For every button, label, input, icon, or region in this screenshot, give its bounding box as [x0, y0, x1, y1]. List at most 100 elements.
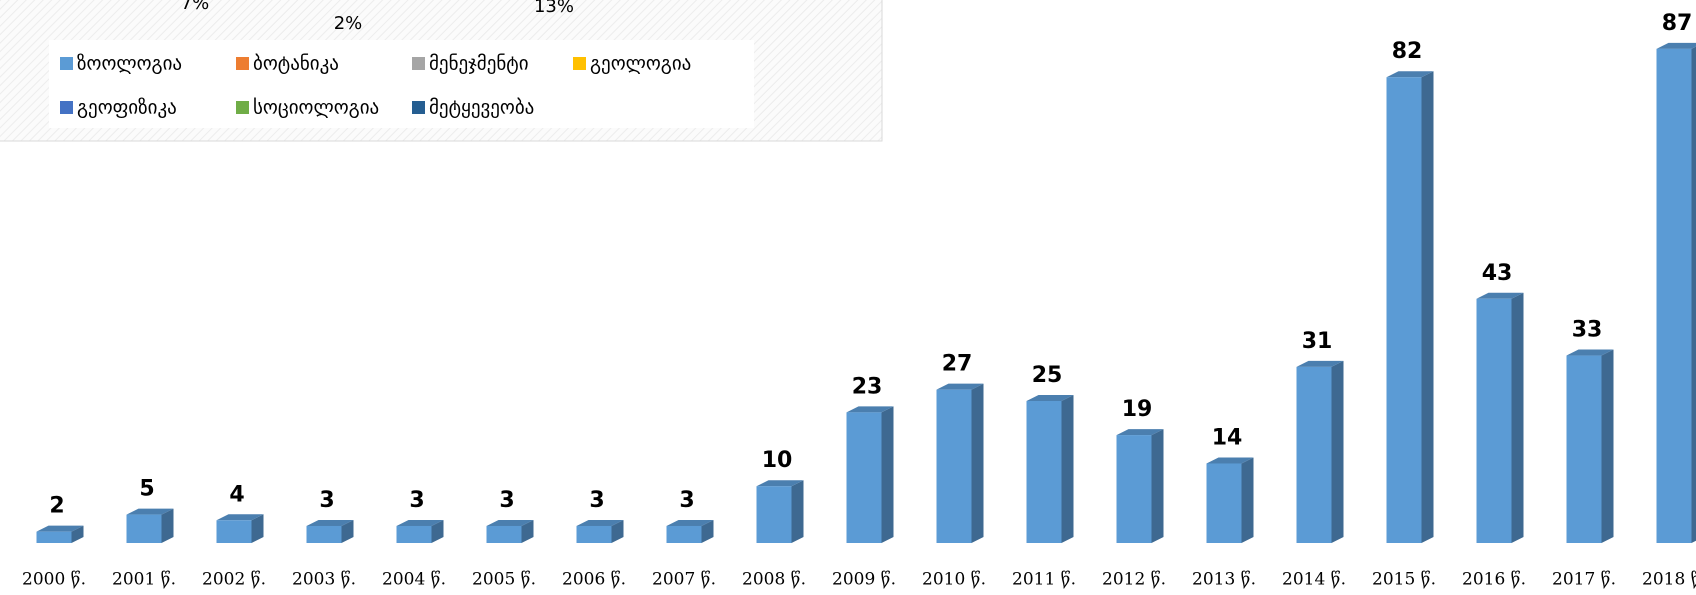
bar-side [1601, 349, 1614, 543]
x-tick-label: 2002 წ. [202, 570, 266, 590]
bar-front [756, 486, 792, 543]
bar [1296, 360, 1344, 543]
x-tick-label: 2013 წ. [1192, 570, 1256, 590]
bar-front [1116, 435, 1152, 543]
legend-label: მენეჯმენტი [429, 53, 529, 75]
x-tick-label: 2016 წ. [1462, 570, 1526, 590]
bar-top [1386, 71, 1434, 78]
bar-side [71, 525, 84, 543]
x-tick-label: 2018 წ. [1642, 570, 1696, 590]
bar [1116, 429, 1164, 543]
legend-swatch [573, 57, 586, 70]
bar [1386, 71, 1434, 544]
data-label: 23 [852, 374, 883, 399]
bar [1656, 42, 1696, 544]
bar [666, 519, 714, 543]
data-label: 3 [589, 488, 604, 513]
bar-side [881, 406, 894, 543]
bar-top [216, 514, 264, 521]
legend-label: ზოოლოგია [77, 53, 182, 75]
bar [936, 383, 984, 543]
bar-side [1241, 457, 1254, 543]
bar [36, 525, 84, 543]
bar-side [521, 519, 534, 543]
data-label: 27 [942, 352, 973, 377]
x-tick-label: 2004 წ. [382, 570, 446, 590]
legend-label: ბოტანიკა [253, 53, 339, 75]
data-label: 87 [1662, 11, 1693, 36]
legend-label: გეოფიზიკა [77, 97, 177, 119]
bar [1566, 349, 1614, 543]
data-label: 10 [762, 448, 793, 473]
bar-top [1026, 395, 1074, 401]
x-tick-label: 2006 წ. [562, 570, 626, 590]
bar-side [1061, 395, 1074, 543]
bar-top [396, 519, 444, 526]
x-tick-label: 2010 წ. [922, 570, 986, 590]
pie-data-label: 2% [334, 13, 363, 34]
bar-front [1566, 355, 1602, 543]
bar [216, 514, 264, 543]
bar-top [36, 525, 84, 532]
legend-box [49, 40, 754, 128]
data-label: 3 [499, 488, 514, 513]
data-label: 2 [49, 494, 64, 519]
bar-top [306, 519, 354, 526]
x-tick-label: 2003 წ. [292, 570, 356, 590]
bar-top [756, 480, 804, 487]
bar-side [161, 508, 174, 543]
data-label: 19 [1122, 397, 1153, 422]
bar-front [1206, 463, 1242, 543]
bar-side [701, 519, 714, 543]
bar-front [486, 525, 522, 543]
data-label: 3 [409, 488, 424, 513]
bar-top [936, 383, 984, 390]
x-tick-label: 2001 წ. [112, 570, 176, 590]
bar [126, 508, 174, 543]
data-label: 82 [1392, 39, 1423, 64]
data-label: 33 [1572, 318, 1603, 343]
legend-label: სოციოლოგია [253, 97, 379, 119]
bar-front [1386, 77, 1422, 544]
bar-front [936, 389, 972, 543]
bar-top [846, 406, 894, 413]
data-label: 4 [229, 482, 244, 507]
bar [396, 519, 444, 543]
bar-top [1656, 42, 1696, 49]
bar-top [666, 519, 714, 526]
bar [1026, 395, 1074, 543]
bar-side [971, 383, 984, 543]
bar-front [306, 525, 342, 543]
data-label: 5 [139, 477, 154, 502]
bar-front [1476, 298, 1512, 543]
pie-data-label: 7% [181, 0, 210, 14]
bar-front [396, 525, 432, 543]
bar-top [576, 519, 624, 526]
bar-side [431, 519, 444, 543]
legend-swatch [60, 101, 73, 114]
legend-swatch [412, 101, 425, 114]
data-label: 3 [679, 488, 694, 513]
bar-front [666, 525, 702, 543]
bar-side [341, 519, 354, 543]
x-tick-label: 2011 წ. [1012, 570, 1076, 590]
data-label: 14 [1212, 425, 1243, 450]
data-label: 25 [1032, 363, 1063, 388]
bar-side [1691, 46, 1696, 543]
bar-front [126, 514, 162, 543]
bar [1476, 292, 1524, 543]
bar [1206, 457, 1254, 543]
x-tick-label: 2005 წ. [472, 570, 536, 590]
bar-top [1116, 429, 1164, 436]
bar-side [1421, 71, 1434, 544]
data-label: 3 [319, 488, 334, 513]
bar-top [1206, 457, 1254, 464]
bar-top [1566, 349, 1614, 356]
bar-front [216, 520, 252, 543]
legend-swatch [236, 101, 249, 114]
x-tick-label: 2015 წ. [1372, 570, 1436, 590]
x-tick-label: 2014 წ. [1282, 570, 1346, 590]
bar [756, 480, 804, 543]
legend-swatch [412, 57, 425, 70]
bar-side [1331, 360, 1344, 543]
